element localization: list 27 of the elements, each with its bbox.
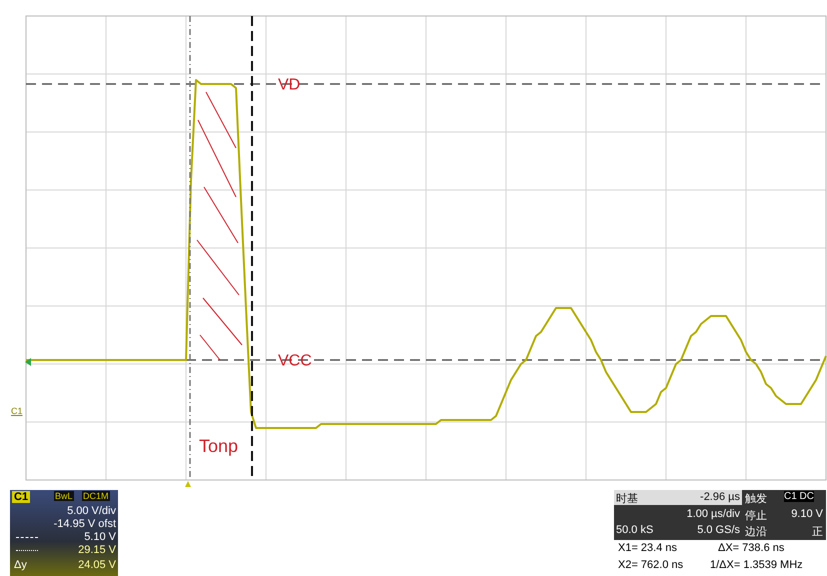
text: Δy: [14, 559, 27, 571]
text: ΔX= 738.6 ns: [718, 542, 784, 554]
text: 边沿: [745, 525, 767, 539]
text: -2.96 µs: [700, 491, 740, 503]
text: -14.95 V ofst: [54, 518, 116, 530]
text: 9.10 V: [791, 508, 823, 520]
text: 5.0 GS/s: [697, 524, 740, 536]
text: 停止: [745, 509, 767, 523]
text: X1= 23.4 ns: [618, 542, 678, 554]
text: DC1M: [82, 491, 110, 501]
annotation: Tonp: [199, 436, 238, 457]
text: 时基: [616, 492, 638, 506]
text: 24.05 V: [78, 559, 116, 571]
text: 5.00 V/div: [67, 505, 116, 517]
text: BwL: [54, 491, 74, 501]
text: 1.00 µs/div: [686, 508, 740, 520]
text: C1: [12, 491, 30, 503]
ref-line-label: VD: [278, 76, 300, 94]
text: C1 DC: [784, 491, 814, 502]
text: 触发: [745, 492, 767, 506]
text: C1: [11, 406, 23, 416]
text: 50.0 kS: [616, 524, 654, 536]
text: 29.15 V: [78, 544, 116, 556]
text: X2= 762.0 ns: [618, 559, 684, 571]
text: 正: [812, 525, 823, 539]
text: 5.10 V: [84, 531, 116, 543]
text: 1/ΔX= 1.3539 MHz: [710, 559, 803, 571]
